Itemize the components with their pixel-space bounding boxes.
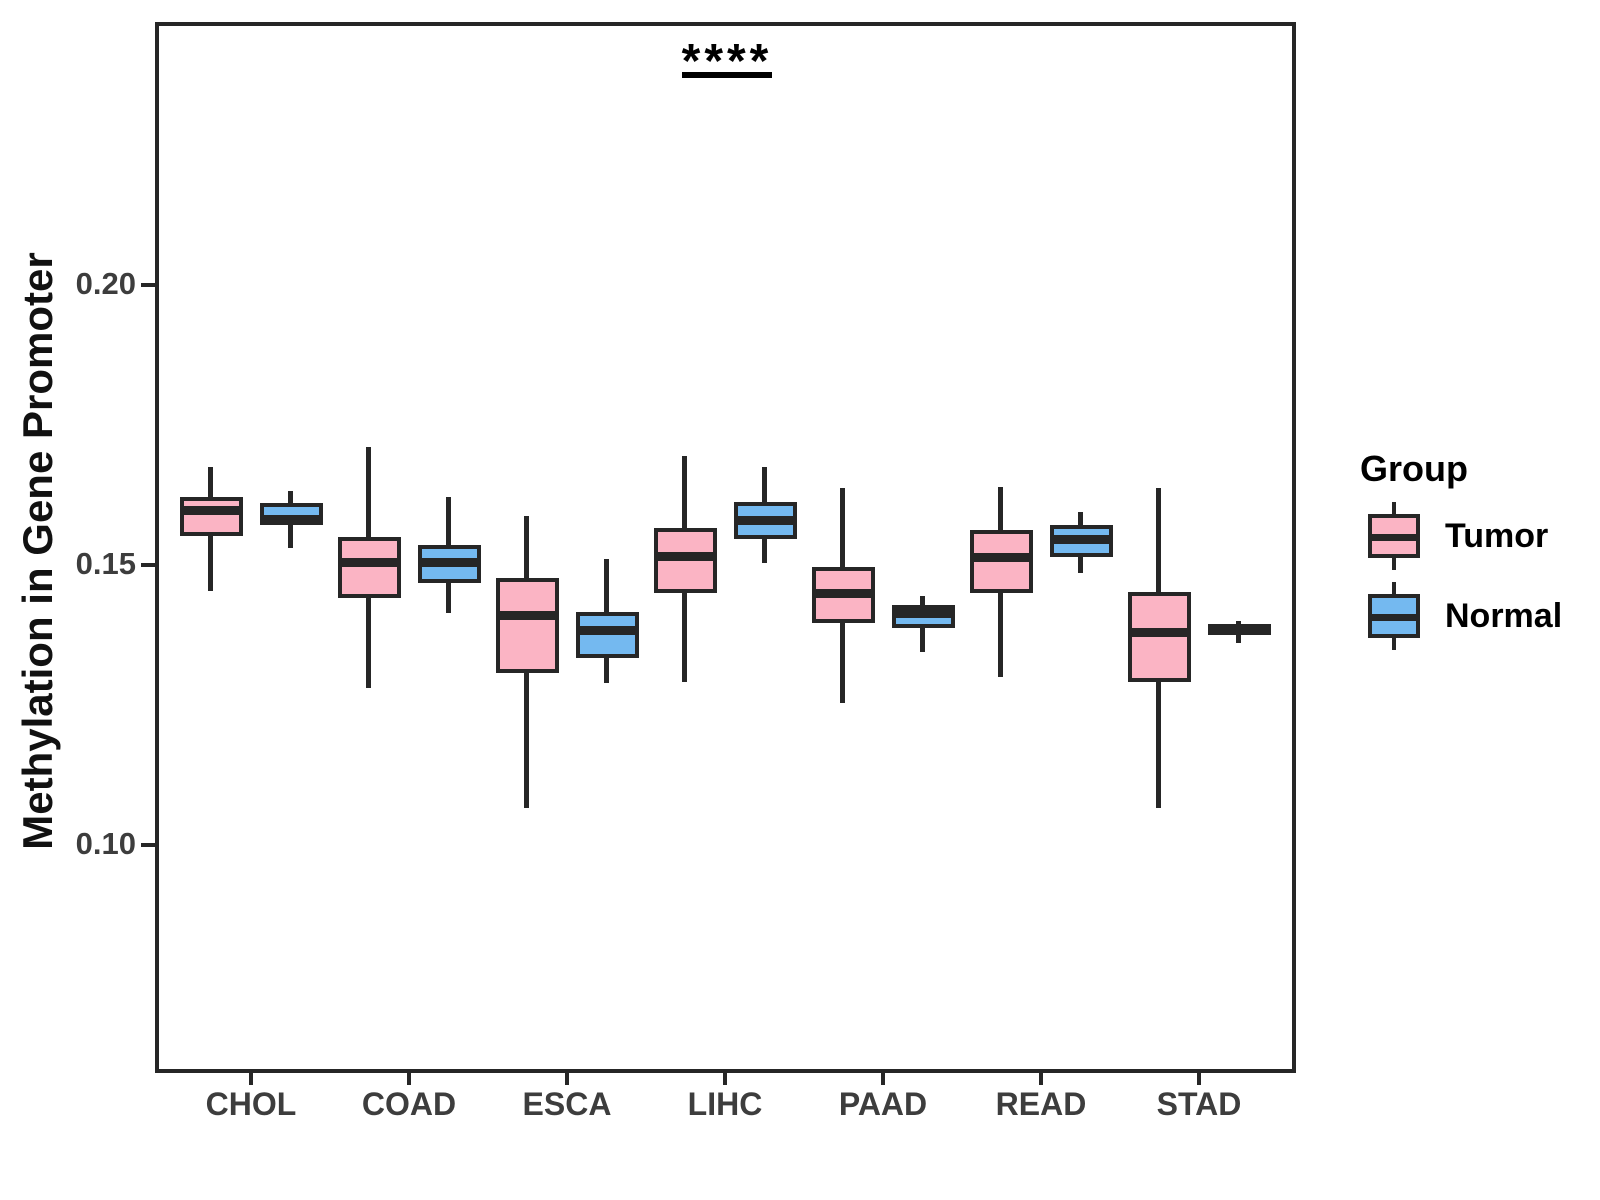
significance-stars: **** [681, 35, 773, 88]
box-stad-tumor [1128, 592, 1191, 683]
median-lihc-normal [738, 515, 793, 525]
whisker-upper-coad-tumor [366, 447, 371, 540]
x-tick-mark [723, 1072, 727, 1085]
median-paad-normal [896, 609, 951, 619]
whisker-lower-stad-normal [1236, 633, 1241, 644]
whisker-lower-paad-normal [920, 625, 925, 652]
whisker-upper-read-tumor [998, 487, 1003, 532]
legend-whisker-icon [1392, 558, 1396, 570]
legend-title: Group [1360, 448, 1468, 489]
legend-boxplot-icon [1368, 502, 1420, 570]
box-lihc-normal [734, 501, 797, 540]
whisker-upper-esca-normal [604, 559, 609, 615]
box-stad-normal [1208, 624, 1271, 636]
x-tick-label-paad: PAAD [838, 1086, 928, 1122]
median-chol-normal [264, 514, 319, 522]
whisker-lower-stad-tumor [1156, 680, 1161, 809]
whisker-lower-paad-tumor [840, 621, 845, 703]
x-tick-label-read: READ [995, 1086, 1087, 1122]
box-esca-tumor [496, 578, 559, 674]
box-coad-tumor [338, 537, 401, 599]
whisker-lower-read-normal [1078, 555, 1083, 574]
x-tick-mark [1039, 1072, 1043, 1085]
whisker-lower-chol-normal [288, 523, 293, 549]
median-read-tumor [974, 552, 1029, 562]
legend-label: Normal [1445, 597, 1563, 635]
box-chol-normal [260, 503, 323, 526]
y-tick-mark [141, 283, 155, 288]
legend-entries: Tumor Normal [1330, 502, 1580, 650]
median-lihc-tumor [658, 551, 713, 561]
median-coad-normal [422, 558, 477, 568]
y-tick-label: 0.15 [75, 546, 136, 582]
box-coad-normal [418, 545, 481, 584]
box-lihc-tumor [654, 528, 717, 594]
box-read-tumor [970, 529, 1033, 594]
x-tick-mark [881, 1072, 885, 1085]
whisker-upper-coad-normal [446, 497, 451, 548]
whisker-upper-stad-tumor [1156, 487, 1161, 595]
x-tick-mark [249, 1072, 253, 1085]
whisker-upper-lihc-normal [762, 467, 767, 504]
box-paad-tumor [812, 567, 875, 624]
legend-box-icon [1368, 514, 1420, 558]
whisker-upper-chol-normal [288, 491, 293, 506]
whisker-upper-paad-normal [920, 596, 925, 607]
median-stad-tumor [1132, 627, 1187, 637]
median-paad-tumor [816, 588, 871, 598]
legend: Group Tumor Normal [1330, 448, 1580, 650]
whisker-upper-lihc-tumor [682, 456, 687, 531]
box-esca-normal [576, 612, 639, 659]
legend-boxplot-icon [1368, 582, 1420, 650]
legend-whisker-icon [1392, 638, 1396, 650]
whisker-upper-chol-tumor [208, 467, 213, 500]
x-tick-mark [1197, 1072, 1201, 1085]
whisker-lower-coad-tumor [366, 596, 371, 689]
median-esca-normal [580, 625, 635, 635]
y-tick-label: 0.20 [75, 266, 136, 302]
x-tick-label-stad: STAD [1156, 1086, 1242, 1122]
legend-whisker-icon [1392, 582, 1396, 594]
legend-median-icon [1372, 614, 1416, 621]
whisker-upper-esca-tumor [524, 515, 529, 581]
x-tick-label-coad: COAD [361, 1086, 457, 1122]
whisker-lower-chol-tumor [208, 534, 213, 591]
x-tick-mark [565, 1072, 569, 1085]
x-tick-label-chol: CHOL [205, 1086, 297, 1122]
whisker-upper-read-normal [1078, 512, 1083, 528]
whisker-upper-stad-normal [1236, 621, 1241, 626]
median-stad-normal [1212, 628, 1267, 632]
box-paad-normal [892, 604, 955, 628]
legend-whisker-icon [1392, 502, 1396, 514]
box-read-normal [1050, 525, 1113, 558]
whisker-lower-lihc-tumor [682, 591, 687, 683]
whisker-lower-lihc-normal [762, 537, 767, 563]
plot-panel-border [155, 22, 1296, 1073]
legend-box-icon [1368, 594, 1420, 638]
x-tick-label-esca: ESCA [522, 1086, 612, 1122]
legend-label: Tumor [1445, 517, 1549, 555]
y-tick-label: 0.10 [75, 826, 136, 862]
legend-median-icon [1372, 534, 1416, 541]
significance-underline [682, 72, 772, 78]
x-tick-label-lihc: LIHC [687, 1086, 763, 1122]
y-tick-mark [141, 843, 155, 848]
whisker-lower-coad-normal [446, 581, 451, 614]
y-tick-mark [141, 563, 155, 568]
box-chol-tumor [180, 497, 243, 537]
whisker-lower-esca-normal [604, 656, 609, 684]
whisker-lower-read-tumor [998, 591, 1003, 678]
x-tick-mark [407, 1072, 411, 1085]
whisker-lower-esca-tumor [524, 671, 529, 809]
median-esca-tumor [500, 610, 555, 620]
legend-entry-tumor: Tumor [1330, 502, 1580, 570]
median-chol-tumor [184, 505, 239, 515]
whisker-upper-paad-tumor [840, 487, 845, 570]
legend-entry-normal: Normal [1330, 582, 1580, 650]
median-coad-tumor [342, 557, 397, 567]
median-read-normal [1054, 535, 1109, 545]
